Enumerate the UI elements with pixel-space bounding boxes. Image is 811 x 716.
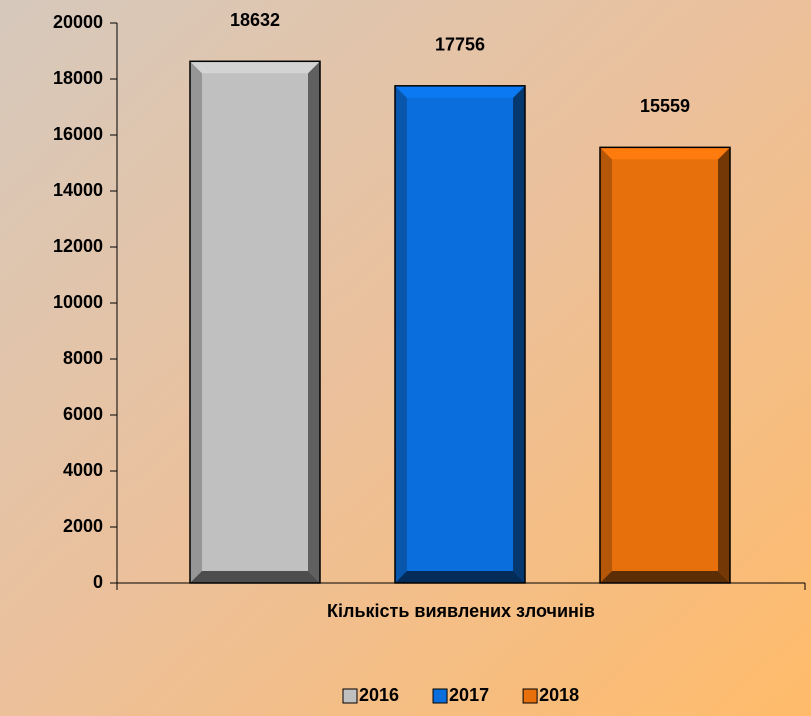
y-tick-label: 18000 xyxy=(53,68,103,88)
bar-bevel xyxy=(190,61,202,583)
bar-bevel xyxy=(308,61,320,583)
x-category-label: Кількість виявлених злочинів xyxy=(327,601,595,621)
data-label: 17756 xyxy=(435,35,485,55)
bar-bevel xyxy=(513,85,525,583)
bar-bevel xyxy=(718,147,730,583)
bar-bevel xyxy=(190,571,320,583)
bar-outline xyxy=(599,146,731,584)
y-tick-label: 16000 xyxy=(53,124,103,144)
bar-bevel xyxy=(395,571,525,583)
y-tick-label: 14000 xyxy=(53,180,103,200)
y-tick-label: 2000 xyxy=(63,516,103,536)
bar-outline xyxy=(189,60,321,584)
y-tick-label: 20000 xyxy=(53,12,103,32)
bar-bevel xyxy=(395,85,407,583)
bar-bevel xyxy=(600,147,730,160)
bar xyxy=(190,61,320,583)
y-tick-label: 6000 xyxy=(63,404,103,424)
y-tick-label: 0 xyxy=(93,572,103,592)
bar xyxy=(395,85,525,583)
legend-swatch xyxy=(342,688,358,704)
bar-bevel xyxy=(600,571,730,583)
bar-bevel xyxy=(190,61,320,74)
legend-swatch xyxy=(522,688,538,704)
legend-label: 2018 xyxy=(539,685,579,705)
bar-bevel xyxy=(395,85,525,98)
y-tick-label: 8000 xyxy=(63,348,103,368)
bar-bevel xyxy=(600,147,612,583)
y-tick-label: 12000 xyxy=(53,236,103,256)
legend-label: 2017 xyxy=(449,685,489,705)
legend-label: 2016 xyxy=(359,685,399,705)
y-tick-label: 10000 xyxy=(53,292,103,312)
bar xyxy=(600,147,730,583)
legend-swatch xyxy=(432,688,448,704)
data-label: 15559 xyxy=(640,96,690,116)
y-tick-label: 4000 xyxy=(63,460,103,480)
data-label: 18632 xyxy=(230,10,280,30)
bar-outline xyxy=(394,85,526,584)
